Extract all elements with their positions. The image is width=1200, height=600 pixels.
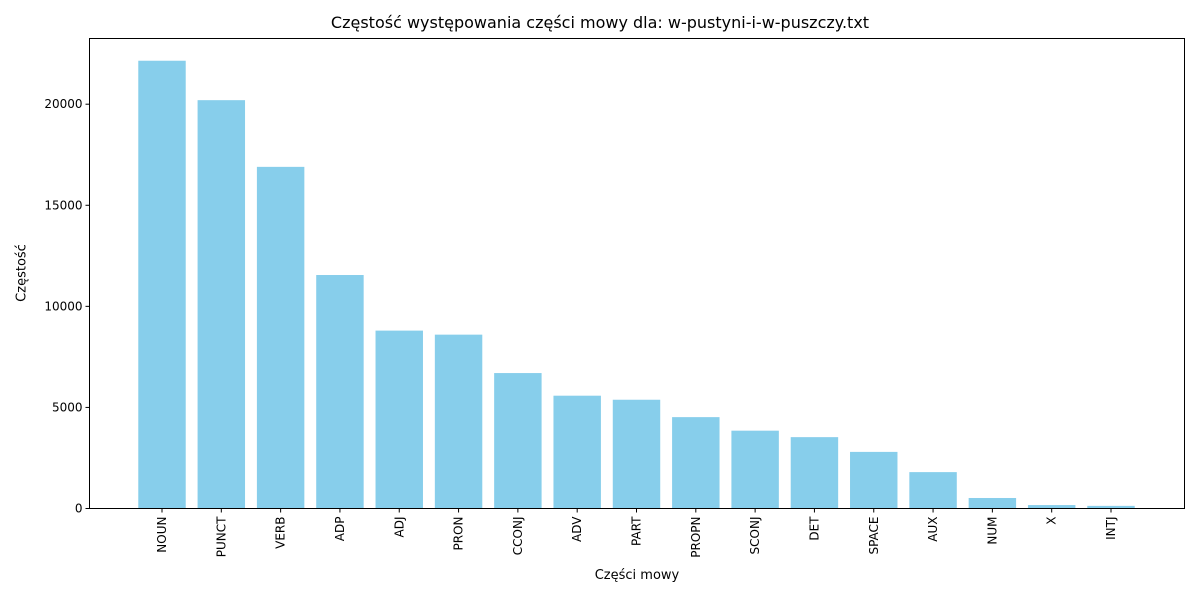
bar-space — [850, 451, 898, 509]
x-tick-label: ADV — [570, 516, 584, 542]
bar-part — [612, 399, 661, 509]
bar-adp — [316, 275, 364, 509]
x-tick-label: PUNCT — [214, 516, 228, 557]
y-tick-label: 5000 — [52, 400, 83, 414]
bar-x — [1027, 505, 1076, 509]
x-tick-label: SPACE — [867, 517, 881, 555]
x-tick-label: DET — [807, 516, 821, 541]
y-tick-label: 0 — [75, 502, 83, 516]
bar-sconj — [731, 430, 779, 509]
y-tick-label: 15000 — [44, 198, 82, 212]
y-axis: 0 5000 10000 15000 20000 — [44, 97, 90, 516]
bar-num — [968, 497, 1017, 509]
bar-intj — [1087, 505, 1135, 509]
x-tick-label: ADJ — [392, 517, 406, 538]
chart-title: Częstość występowania części mowy dla: w… — [330, 13, 870, 32]
y-axis-label: Częstość — [14, 244, 30, 302]
x-tick-label: PRON — [452, 517, 466, 551]
y-tick-label: 10000 — [44, 299, 82, 313]
x-tick-label: AUX — [926, 517, 940, 542]
bar-aux — [909, 472, 957, 509]
bar-det — [790, 437, 839, 509]
x-axis: NOUN PUNCT VERB ADP ADJ PRON CCONJ ADV PART PROPN… — [155, 508, 1118, 558]
x-tick-label: PROPN — [689, 517, 703, 558]
y-tick-label: 20000 — [44, 97, 82, 111]
x-tick-label: NUM — [985, 517, 999, 545]
bar-noun — [138, 60, 186, 509]
bar-verb — [256, 166, 305, 509]
x-tick-label: SCONJ — [748, 517, 762, 555]
x-tick-label: NOUN — [155, 517, 169, 553]
x-tick-label: CCONJ — [511, 517, 525, 556]
bar-adv — [553, 395, 601, 509]
x-tick-label: PART — [630, 516, 644, 546]
x-axis-label: Części mowy — [594, 568, 680, 583]
bar-pron — [434, 334, 483, 509]
bar-propn — [672, 417, 720, 509]
x-tick-label: ADP — [333, 517, 347, 542]
bar-cconj — [494, 373, 542, 509]
x-tick-label: X — [1045, 517, 1059, 525]
bars-group — [138, 60, 1135, 509]
x-tick-label: INTJ — [1104, 517, 1118, 540]
plot-frame — [89, 38, 1185, 509]
bar-adj — [375, 330, 423, 509]
bar-punct — [197, 100, 246, 509]
x-tick-label: VERB — [274, 517, 288, 549]
